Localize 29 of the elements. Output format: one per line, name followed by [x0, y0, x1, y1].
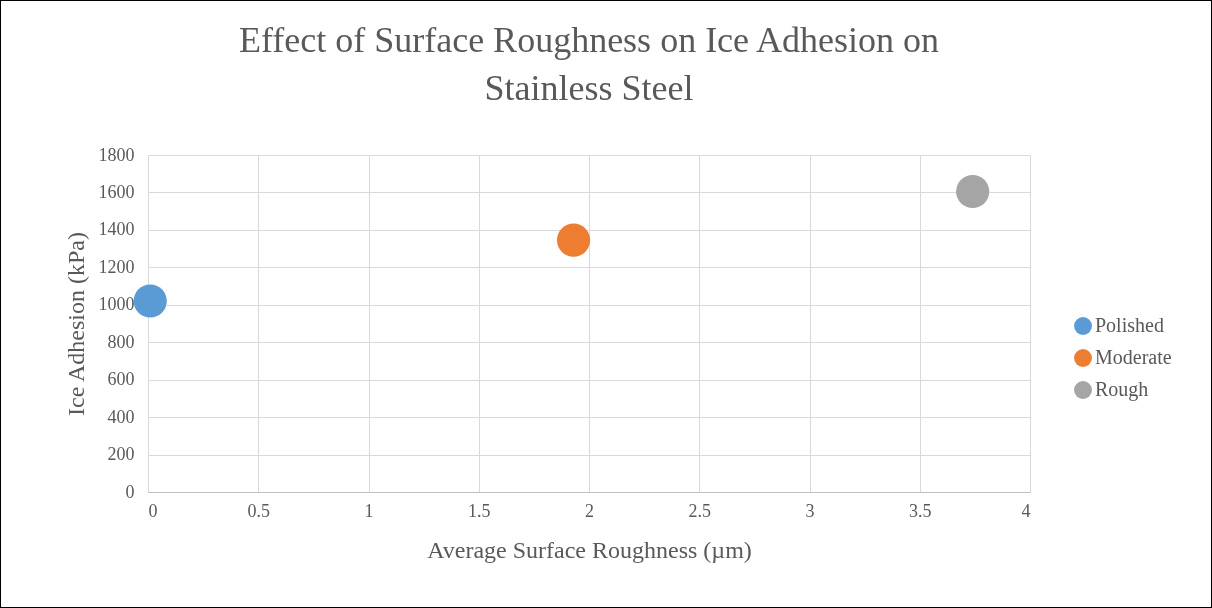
y-tick-label: 600 — [107, 369, 135, 390]
point — [133, 284, 167, 318]
legend-label: Moderate — [1095, 346, 1172, 368]
y-tick-label: 800 — [107, 331, 135, 352]
x-axis-title: Average Surface Roughness (µm) — [427, 536, 752, 563]
y-tick-label: 1400 — [98, 219, 135, 240]
x-tick-label: 2 — [585, 500, 594, 521]
y-tick-label: 1000 — [98, 294, 135, 315]
point — [956, 174, 990, 209]
x-tick-label: 1 — [364, 500, 374, 521]
legend-label: Rough — [1095, 378, 1149, 401]
x-tick-label: 3 — [805, 500, 815, 521]
x-tick-label: 0.5 — [247, 500, 270, 521]
x-tick-label: 2.5 — [688, 500, 711, 521]
y-axis-title: Ice Adhesion (kPa) — [62, 232, 89, 416]
y-tick-label: 1200 — [98, 256, 135, 277]
y-tick-label: 1800 — [98, 144, 135, 165]
y-tick-label: 200 — [107, 444, 135, 465]
legend-label: Polished — [1095, 314, 1164, 336]
y-tick-label: 0 — [125, 481, 135, 502]
text: Effect of Surface Roughness on Ice Adhesion on — [238, 20, 940, 60]
y-tick-label: 1600 — [98, 181, 135, 202]
x-tick-label: 4 — [1021, 500, 1031, 521]
y-tick-label: 400 — [107, 406, 135, 427]
text: Stainless Steel — [484, 68, 694, 108]
point — [556, 223, 591, 257]
x-tick-label: 3.5 — [909, 500, 932, 521]
x-tick-label: 1.5 — [468, 500, 491, 521]
x-tick-label: 0 — [148, 500, 158, 521]
